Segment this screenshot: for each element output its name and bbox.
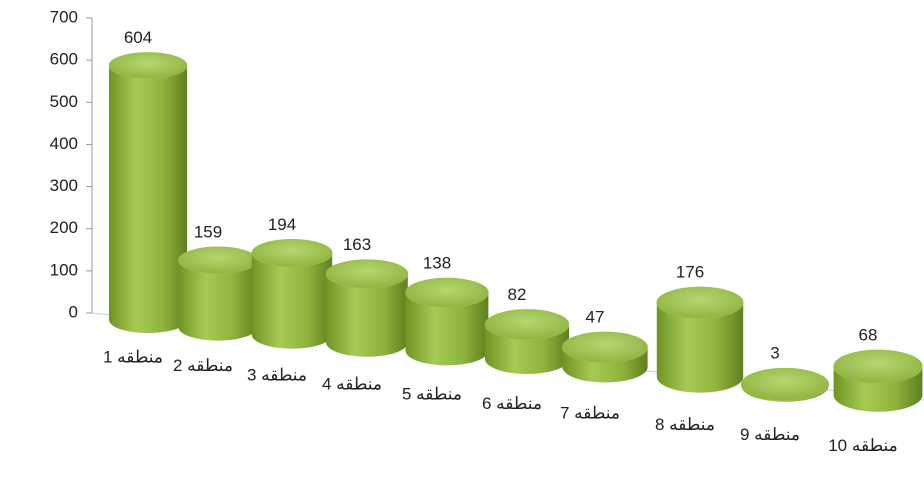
value-label: 176 — [676, 262, 704, 281]
x-tick-label: منطقه 3 — [247, 365, 307, 384]
bar-top — [178, 246, 258, 274]
x-tick-label: منطقه 8 — [655, 415, 715, 434]
value-label: 604 — [124, 28, 152, 47]
value-label: 194 — [268, 215, 296, 234]
bar-top — [325, 259, 409, 289]
y-tick-label: 100 — [50, 260, 78, 279]
bar-body — [109, 65, 187, 333]
x-tick-label: منطقه 7 — [560, 404, 620, 423]
bar-top — [562, 331, 648, 363]
y-tick-label: 600 — [50, 50, 78, 69]
bar — [484, 309, 570, 375]
bar-body — [178, 260, 258, 341]
y-tick-label: 200 — [50, 218, 78, 237]
bar-top — [251, 238, 333, 268]
bar-body — [326, 273, 408, 357]
bar-top — [484, 309, 570, 340]
x-tick-label: منطقه 2 — [173, 356, 233, 375]
bar — [405, 277, 489, 366]
bar — [656, 286, 744, 393]
bar — [833, 349, 923, 412]
y-tick-label: 0 — [69, 302, 78, 321]
value-label: 138 — [423, 254, 451, 273]
x-tick-label: منطقه 5 — [402, 384, 462, 403]
value-label: 82 — [508, 285, 527, 304]
value-label: 68 — [859, 325, 878, 344]
bar-body — [405, 292, 489, 366]
x-tick-label: منطقه 10 — [828, 436, 898, 455]
bar — [325, 259, 409, 357]
y-tick-label: 400 — [50, 134, 78, 153]
value-label: 159 — [194, 222, 222, 241]
bar-top — [656, 286, 744, 319]
bar — [108, 52, 188, 333]
bar-top — [108, 52, 188, 79]
bar-body — [251, 253, 333, 349]
y-tick-label: 500 — [50, 92, 78, 111]
x-tick-label: منطقه 1 — [103, 347, 163, 366]
value-label: 163 — [343, 235, 371, 254]
bar — [251, 238, 333, 349]
value-label: 47 — [586, 307, 605, 326]
bar-top — [833, 349, 923, 384]
bar-top — [740, 367, 830, 401]
x-tick-label: منطقه 4 — [322, 375, 382, 394]
x-tick-label: منطقه 9 — [740, 425, 800, 444]
x-tick-label: منطقه 6 — [482, 394, 542, 413]
bar — [562, 331, 648, 383]
y-tick-label: 700 — [50, 7, 78, 26]
bar — [740, 367, 830, 402]
bar-body — [656, 302, 744, 393]
value-label: 3 — [770, 344, 779, 363]
bar-top — [405, 277, 489, 308]
bar — [178, 246, 258, 341]
y-tick-label: 300 — [50, 176, 78, 195]
